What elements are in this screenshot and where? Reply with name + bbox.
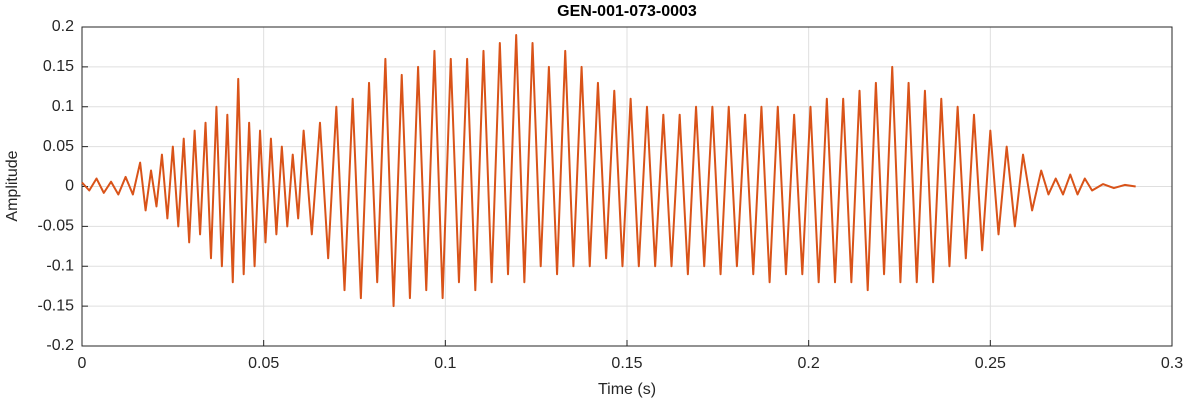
x-tick-label: 0.15 <box>611 355 642 372</box>
waveform-line <box>81 33 1136 308</box>
plot-frame <box>81 26 1173 347</box>
x-tick-label: 0.25 <box>975 355 1006 372</box>
y-axis-label: Amplitude <box>4 150 21 221</box>
x-tick-label: 0.1 <box>434 355 456 372</box>
x-axis-label: Time (s) <box>598 381 656 398</box>
x-tick-label: 0.3 <box>1161 355 1183 372</box>
y-tick-label: 0.15 <box>43 58 74 75</box>
y-tick-label: 0.1 <box>52 98 74 115</box>
y-tick-label: 0.2 <box>52 18 74 35</box>
chart-title: GEN-001-073-0003 <box>557 3 697 20</box>
y-tick-label: 0 <box>65 178 74 195</box>
y-tick-label: -0.05 <box>38 218 75 235</box>
x-tick-label: 0 <box>78 355 87 372</box>
x-tick-label: 0.05 <box>248 355 279 372</box>
y-tick-label: -0.2 <box>46 337 74 354</box>
x-tick-label: 0.2 <box>798 355 820 372</box>
y-tick-label: 0.05 <box>43 138 74 155</box>
y-tick-label: -0.1 <box>46 257 74 274</box>
y-tick-label: -0.15 <box>38 297 75 314</box>
